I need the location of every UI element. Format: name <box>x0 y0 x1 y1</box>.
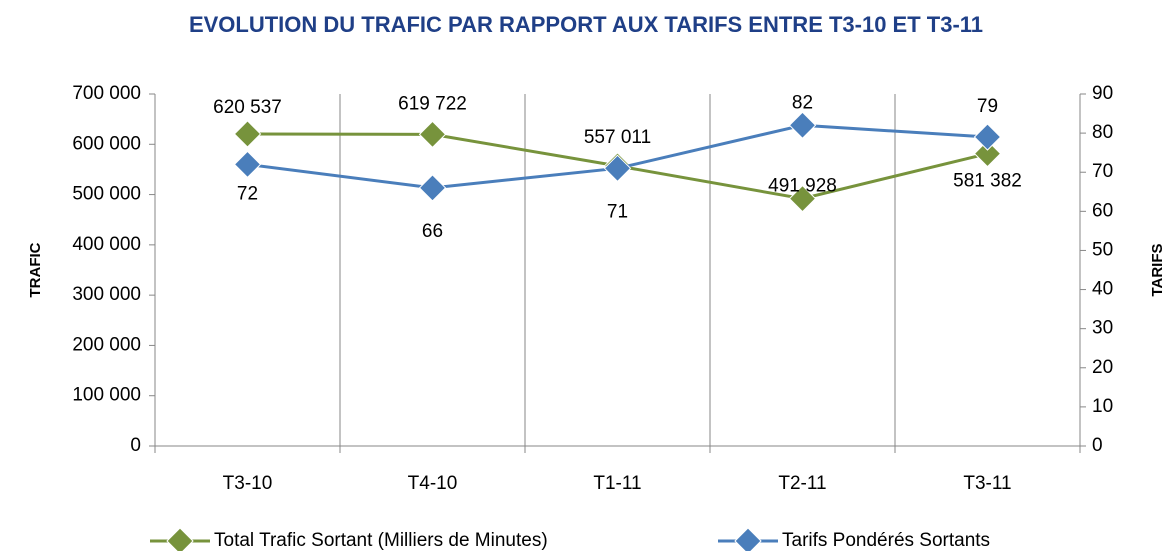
y2-tick-label: 10 <box>1092 396 1113 417</box>
data-label: 72 <box>237 183 258 204</box>
y2-tick-label: 20 <box>1092 357 1113 378</box>
y2-tick-label: 0 <box>1092 435 1103 456</box>
y-tick-label: 400 000 <box>72 234 141 255</box>
y2-tick-label: 50 <box>1092 239 1113 260</box>
marker <box>788 111 817 139</box>
y-tick-label: 200 000 <box>72 334 141 355</box>
legend-marker <box>166 527 194 551</box>
data-label: 581 382 <box>953 171 1022 192</box>
legend-label: Total Trafic Sortant (Milliers de Minute… <box>214 530 548 551</box>
marker <box>788 184 817 213</box>
y2-tick-label: 80 <box>1092 122 1113 143</box>
y-tick-label: 0 <box>130 435 141 456</box>
data-label: 66 <box>422 221 443 242</box>
y2-tick-label: 90 <box>1092 83 1113 104</box>
marker <box>233 150 262 179</box>
x-tick-label: T3-11 <box>963 473 1011 494</box>
y-axis-title: TRAFIC <box>27 242 44 297</box>
marker <box>233 120 262 148</box>
marker <box>973 139 1002 168</box>
y2-tick-label: 40 <box>1092 279 1113 300</box>
legend-marker <box>734 527 762 551</box>
data-label: 82 <box>792 92 813 113</box>
data-label: 620 537 <box>213 97 282 118</box>
marker <box>418 120 447 149</box>
chart-title: EVOLUTION DU TRAFIC PAR RAPPORT AUX TARI… <box>189 12 983 37</box>
y-tick-label: 100 000 <box>72 385 141 406</box>
x-tick-label: T2-11 <box>778 473 826 494</box>
data-label: 557 011 <box>584 127 651 148</box>
y2-axis-title: TARIFS <box>1149 243 1166 296</box>
data-label: 71 <box>607 201 628 222</box>
y-tick-label: 600 000 <box>72 133 141 154</box>
y-tick-label: 300 000 <box>72 284 141 305</box>
y-tick-label: 700 000 <box>72 83 141 104</box>
y2-tick-label: 60 <box>1092 200 1113 221</box>
data-label: 491 928 <box>768 176 837 197</box>
x-tick-label: T3-10 <box>223 473 273 494</box>
x-tick-label: T1-11 <box>593 473 641 494</box>
legend-label: Tarifs Pondérés Sortants <box>782 530 990 551</box>
y-tick-label: 500 000 <box>72 184 141 205</box>
data-label: 619 722 <box>398 93 467 114</box>
y2-tick-label: 30 <box>1092 318 1113 339</box>
x-tick-label: T4-10 <box>408 473 458 494</box>
y2-tick-label: 70 <box>1092 161 1113 182</box>
marker <box>418 174 447 202</box>
data-label: 79 <box>977 96 998 117</box>
marker <box>603 154 632 183</box>
marker <box>973 123 1002 151</box>
